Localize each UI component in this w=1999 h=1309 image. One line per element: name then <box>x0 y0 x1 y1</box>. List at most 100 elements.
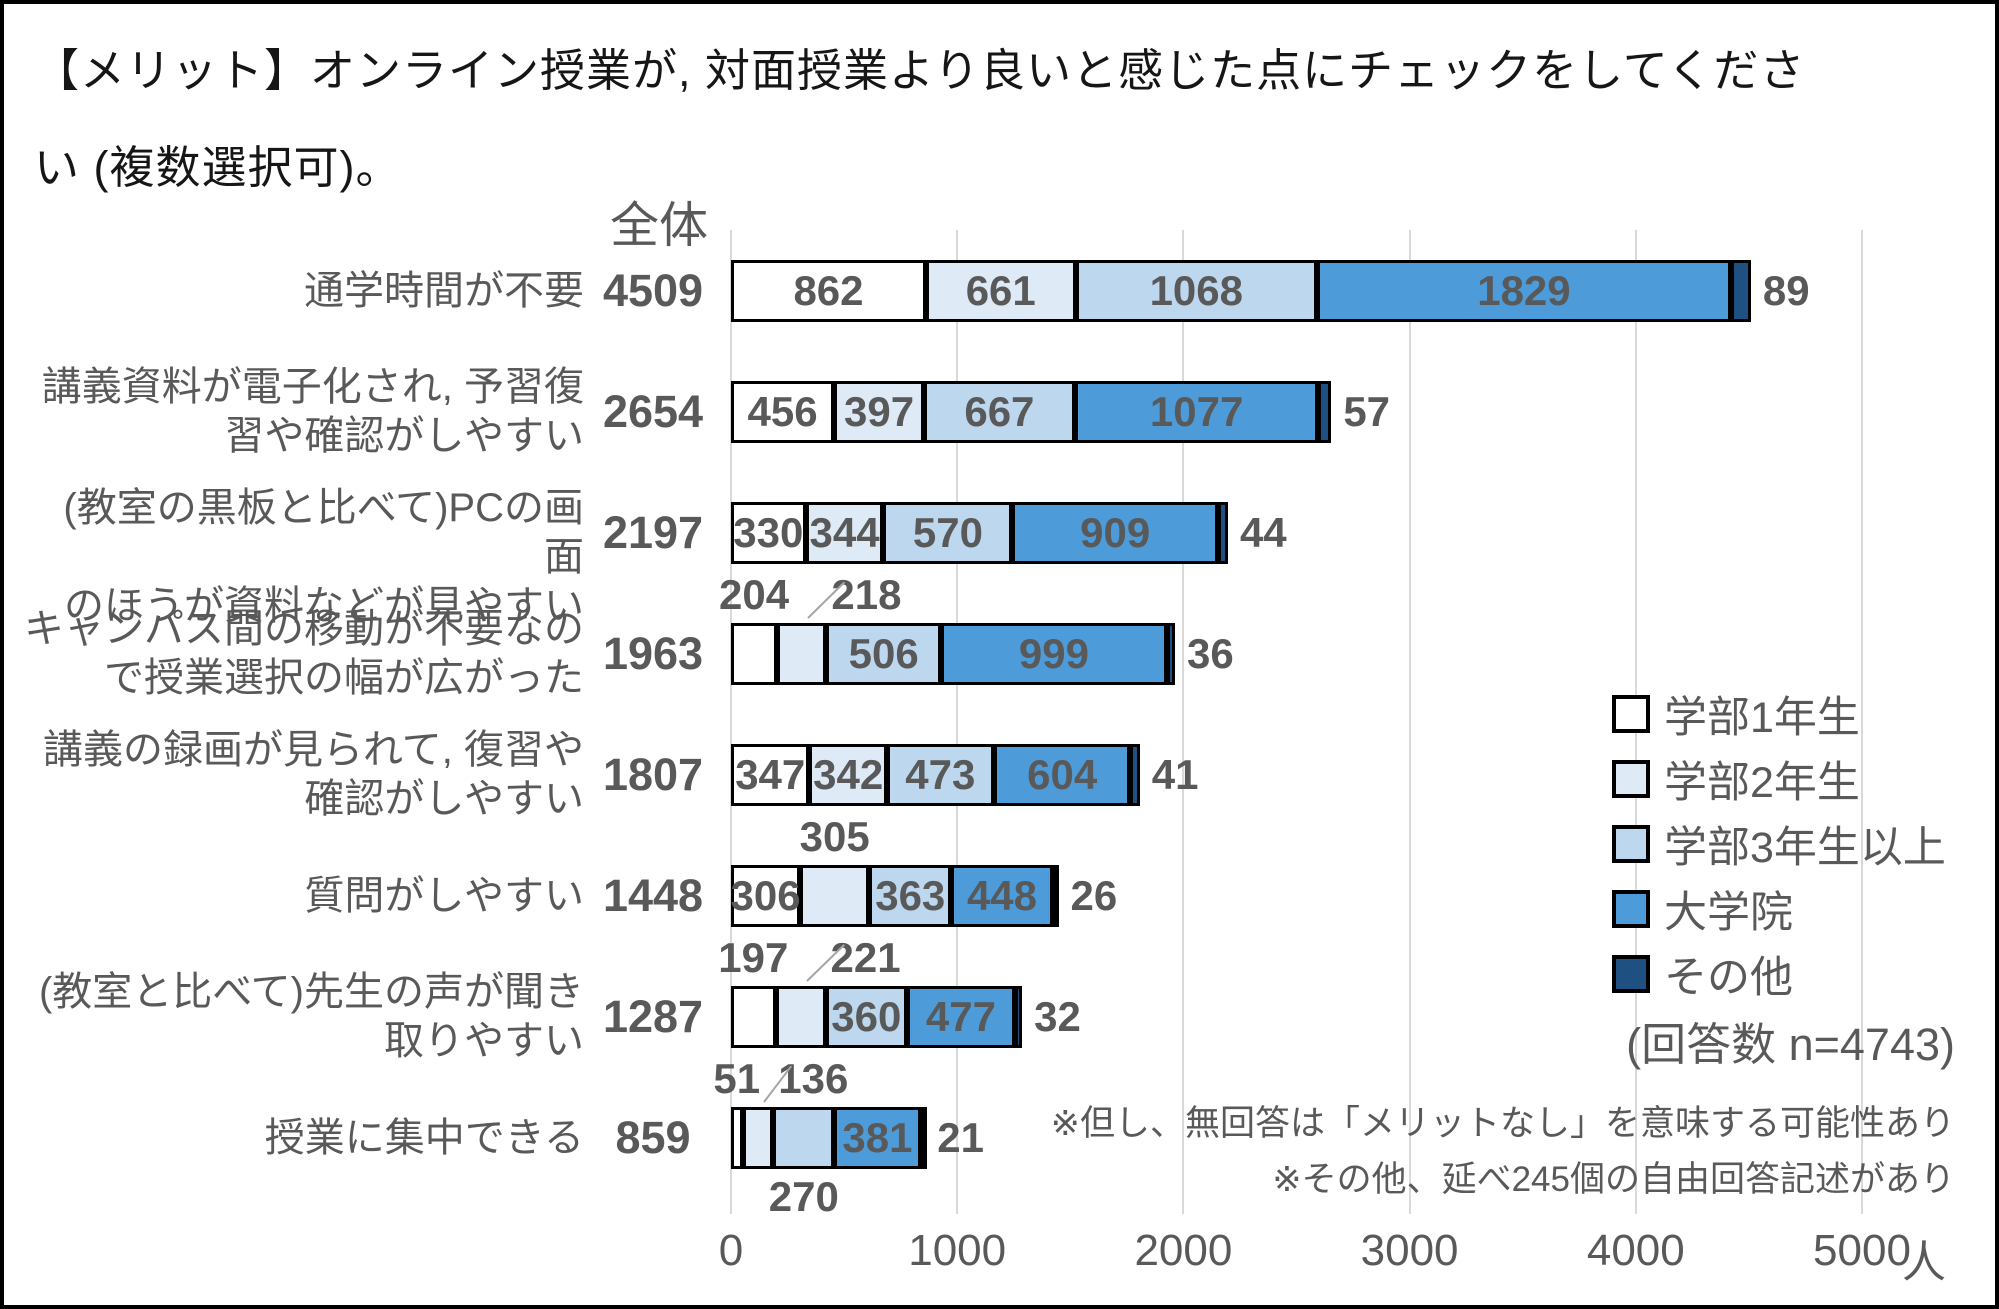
segment-label: 999 <box>1018 630 1089 677</box>
bar-segment <box>1074 381 1319 443</box>
legend-swatch <box>1612 760 1650 798</box>
legend-label: 学部2年生 <box>1664 759 1860 807</box>
chart-title: 【メリット】オンライン授業が, 対面授業より良いと感じた点にチェックをしてくださ… <box>34 22 1805 216</box>
bar-segment <box>1130 744 1140 806</box>
x-tick-label: 1000 <box>908 1226 1007 1275</box>
total-value: 1963 <box>602 628 704 679</box>
bar-segment <box>773 1107 835 1169</box>
bar-segment <box>1166 623 1176 685</box>
legend-label: 学部1年生 <box>1664 694 1860 742</box>
segment-label: 218 <box>831 571 902 618</box>
category-label-line: 取りやすい <box>384 1019 584 1063</box>
segment-label: 363 <box>875 872 946 919</box>
segment-label: 41 <box>1151 751 1199 798</box>
category-label-line: 授業に集中できる <box>264 1115 584 1160</box>
segment-label: 57 <box>1343 388 1391 435</box>
bar-segment <box>731 744 810 806</box>
title-line-2: い (複数選択可)。 <box>34 142 402 193</box>
bar-segment <box>1012 502 1218 564</box>
segment-label: 456 <box>747 388 818 435</box>
category-label-line: で授業選択の幅が広がった <box>104 656 584 700</box>
category-label-line: 通学時間が不要 <box>304 268 584 313</box>
legend-label: その他 <box>1664 954 1793 1002</box>
bar-segment <box>1052 865 1059 927</box>
segment-label: 347 <box>735 751 806 798</box>
bar-segment <box>920 1107 927 1169</box>
segment-label: 342 <box>813 751 884 798</box>
bar-segment <box>777 623 827 685</box>
segment-label: 221 <box>830 934 901 981</box>
total-value: 1807 <box>602 749 704 800</box>
segment-label: 89 <box>1762 267 1810 314</box>
legend-item: 学部2年生 <box>1612 759 1946 807</box>
bar-segment <box>923 381 1075 443</box>
category-label: 授業に集中できる <box>24 1114 584 1163</box>
gridline <box>1408 230 1411 1214</box>
bar-segment <box>809 744 887 806</box>
segment-label: 397 <box>844 388 915 435</box>
total-column-header: 全体 <box>609 199 708 253</box>
total-value: 2654 <box>602 386 704 437</box>
footnotes: ※但し、無回答は「メリットなし」を意味する可能性あり ※その他、延べ245個の自… <box>1051 1096 1955 1208</box>
segment-label: 909 <box>1080 509 1151 556</box>
gridline <box>730 230 732 1214</box>
segment-label: 32 <box>1034 993 1081 1040</box>
bar-segment <box>1730 260 1751 322</box>
legend-item: 学部3年生以上 <box>1612 824 1946 872</box>
segment-label: 862 <box>793 267 864 314</box>
segment-label: 204 <box>719 571 790 618</box>
bar-segment <box>731 1107 743 1169</box>
category-label: (教室の黒板と比べて)PCの画面のほうが資料などが見やすい <box>24 484 584 631</box>
bar-segment <box>731 502 806 564</box>
legend-item: 大学院 <box>1612 889 1946 937</box>
segment-label: 21 <box>937 1114 985 1161</box>
total-value: 4509 <box>602 265 704 316</box>
footnote-1: ※但し、無回答は「メリットなし」を意味する可能性あり <box>1050 1104 1955 1143</box>
category-label-line: 確認がしやすい <box>304 777 584 821</box>
legend-label: 学部3年生以上 <box>1664 824 1946 872</box>
total-value: 2197 <box>602 507 704 558</box>
legend-swatch <box>1612 825 1650 863</box>
category-label-line: のほうが資料などが見やすい <box>64 584 584 628</box>
x-tick-label: 2000 <box>1134 1226 1233 1275</box>
x-tick-label: 0 <box>718 1226 744 1275</box>
segment-label: 570 <box>912 509 983 556</box>
legend-item: 学部1年生 <box>1612 694 1946 742</box>
bar-segment <box>731 623 778 685</box>
bar-segment <box>883 502 1013 564</box>
gridline <box>956 230 959 1214</box>
bar-segment <box>869 865 952 927</box>
bar-segment <box>1014 986 1023 1048</box>
segment-label: 136 <box>778 1055 849 1102</box>
bar-segment <box>886 744 994 806</box>
bar-segment <box>731 865 801 927</box>
bar-segment <box>834 1107 921 1169</box>
bar-segment <box>775 986 826 1048</box>
bar-segment <box>951 865 1053 927</box>
legend-swatch <box>1612 695 1650 733</box>
segment-label: 305 <box>799 813 870 860</box>
total-value: 1448 <box>602 870 704 921</box>
segment-label: 1829 <box>1477 267 1571 314</box>
bar-segment <box>1317 260 1731 322</box>
bar-segment <box>731 260 926 322</box>
legend-item: その他 <box>1612 954 1946 1002</box>
footnote-2: ※その他、延べ245個の自由回答記述があり <box>1272 1160 1955 1199</box>
category-label: 質問がしやすい <box>24 872 584 921</box>
category-label-line: (教室の黒板と比べて)PCの画面 <box>63 486 584 579</box>
bar-segment <box>906 986 1015 1048</box>
total-value: 859 <box>615 1112 691 1163</box>
category-label-line: キャンパス間の移動が不要なの <box>24 607 584 651</box>
segment-label: 26 <box>1070 872 1118 919</box>
bar-segment <box>1218 502 1228 564</box>
segment-label: 306 <box>730 872 801 919</box>
gridline <box>1861 230 1863 1214</box>
bar-segment <box>940 623 1167 685</box>
segment-label: 270 <box>768 1173 839 1220</box>
title-line-1: 【メリット】オンライン授業が, 対面授業より良いと感じた点にチェックをしてくださ <box>34 45 1806 96</box>
segment-label: 44 <box>1239 509 1287 556</box>
segment-label: 1077 <box>1149 388 1244 435</box>
category-label-line: 習や確認がしやすい <box>224 414 584 458</box>
category-label: 講義の録画が見られて, 復習や 確認がしやすい <box>24 726 584 824</box>
